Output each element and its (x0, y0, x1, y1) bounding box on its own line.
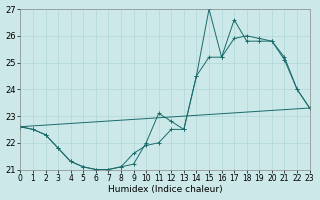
X-axis label: Humidex (Indice chaleur): Humidex (Indice chaleur) (108, 185, 222, 194)
